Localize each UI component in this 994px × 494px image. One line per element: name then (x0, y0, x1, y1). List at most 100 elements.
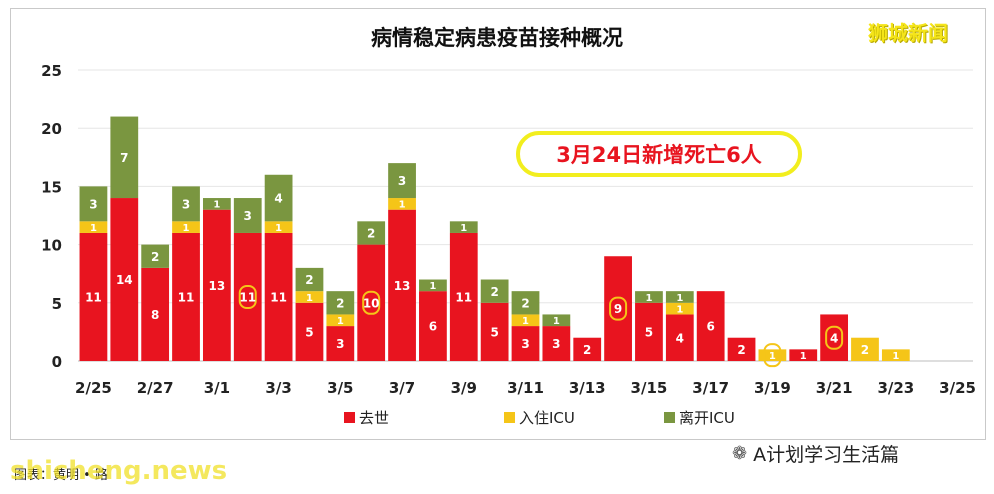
bar-segment (851, 337, 879, 361)
data-label: 1 (645, 293, 652, 304)
legend-swatch (504, 412, 515, 423)
bar-segment (202, 198, 231, 210)
x-tick-label: 3/1 (204, 379, 230, 397)
bar-segment (264, 221, 293, 233)
bar-segment (295, 302, 324, 361)
y-tick-label: 5 (52, 295, 62, 313)
data-label: 3 (398, 174, 406, 188)
data-label: 1 (429, 281, 436, 292)
x-tick-label: 3/5 (327, 379, 353, 397)
data-label: 11 (239, 291, 256, 305)
bar-segment (141, 244, 170, 268)
bar-segment (79, 221, 108, 233)
highlight-ring (238, 284, 257, 309)
bar-segment (357, 221, 386, 245)
data-label: 1 (337, 316, 344, 327)
watermark: shicheng.news (10, 456, 228, 486)
y-tick-label: 15 (41, 178, 62, 196)
data-label: 11 (455, 291, 472, 305)
data-label: 10 (363, 296, 380, 310)
data-label: 7 (120, 151, 128, 165)
bar-segment (542, 326, 571, 361)
legend-swatch (344, 412, 355, 423)
data-label: 2 (521, 296, 529, 310)
data-label: 2 (367, 227, 375, 241)
data-label: 1 (676, 304, 683, 315)
bar-segment (665, 302, 694, 315)
bar-segment (79, 232, 108, 361)
brand-logo: 狮城新闻 (868, 21, 948, 45)
data-label: 1 (90, 223, 97, 234)
data-label: 5 (645, 326, 653, 340)
highlight-ring (825, 325, 844, 350)
bar-segment (511, 314, 540, 327)
data-label: 6 (429, 320, 437, 334)
bar-segment (604, 256, 632, 361)
data-label: 1 (892, 351, 899, 362)
bar-segment (326, 291, 355, 315)
data-label: 8 (151, 308, 159, 322)
bar-segment (542, 314, 571, 327)
bar-segment (388, 163, 416, 199)
bar-segment (573, 337, 602, 361)
data-label: 1 (275, 223, 282, 234)
data-label: 3 (244, 209, 252, 223)
bar-segment (511, 291, 540, 315)
wechat-icon: ❁ (732, 443, 748, 464)
bar-segment (727, 337, 756, 361)
legend-label: 离开ICU (679, 409, 735, 427)
bar-segment (388, 209, 416, 361)
x-tick-label: 3/11 (507, 379, 544, 397)
highlight-ring (362, 290, 381, 315)
data-label: 3 (182, 197, 190, 211)
data-label: 9 (614, 302, 622, 316)
bar-segment (172, 186, 200, 222)
bar-segment (264, 232, 293, 361)
x-tick-label: 3/19 (754, 379, 791, 397)
x-tick-label: 3/7 (389, 379, 415, 397)
bar-segment (449, 232, 478, 361)
bar-segment (480, 279, 509, 303)
wechat-account-name: A计划学习生活篇 (753, 444, 900, 466)
bar-segment (665, 314, 694, 361)
x-tick-label: 3/3 (265, 379, 291, 397)
legend-label: 去世 (359, 409, 389, 427)
data-label: 4 (274, 192, 282, 206)
data-label: 1 (399, 200, 406, 211)
data-label: 2 (305, 273, 313, 287)
data-label: 1 (183, 223, 190, 234)
bar-segment (696, 291, 725, 361)
bar-segment (449, 221, 478, 233)
bar-segment (202, 209, 231, 361)
x-tick-label: 3/21 (816, 379, 853, 397)
bar-segment (110, 198, 139, 361)
highlight-ring (609, 296, 628, 321)
data-label: 1 (676, 293, 683, 304)
bar-segment (357, 244, 386, 361)
bar-segment (326, 326, 355, 361)
bar-segment (635, 291, 663, 303)
data-label: 5 (305, 326, 313, 340)
x-tick-label: 3/25 (939, 379, 976, 397)
data-label: 1 (800, 351, 807, 362)
bar-segment (635, 302, 663, 361)
highlight-ring (763, 343, 782, 368)
data-label: 3 (89, 197, 97, 211)
bar-segment (480, 302, 509, 361)
data-label: 11 (178, 291, 195, 305)
data-label: 1 (553, 316, 560, 327)
bar-segment (789, 349, 818, 361)
y-tick-label: 25 (41, 62, 62, 80)
y-tick-label: 0 (52, 353, 62, 371)
chart-title: 病情稳定病患疫苗接种概况 (371, 26, 623, 50)
data-label: 3 (552, 337, 560, 351)
data-label: 11 (85, 291, 102, 305)
chart-footnote: 图表：黄明 • 路 (14, 468, 108, 483)
x-tick-label: 3/15 (631, 379, 668, 397)
x-tick-label: 2/27 (137, 379, 174, 397)
x-tick-label: 3/17 (692, 379, 729, 397)
bar-segment (295, 267, 324, 292)
bar-segment (295, 291, 324, 303)
bar-segment (233, 198, 262, 233)
